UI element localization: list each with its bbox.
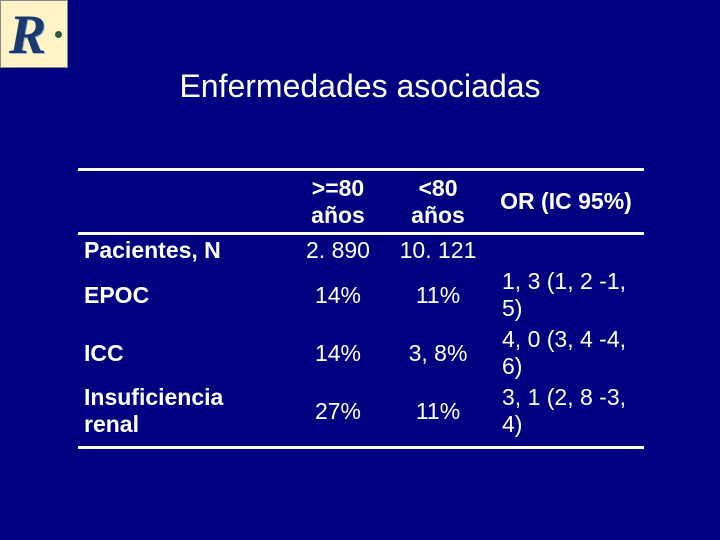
row-label: Pacientes, N xyxy=(78,234,288,267)
logo-box: R xyxy=(0,0,68,68)
cell-lt80: 10. 121 xyxy=(388,234,488,267)
col-header-lt80-line2: años xyxy=(411,202,465,228)
col-header-blank xyxy=(78,170,288,234)
cell-lt80: 11% xyxy=(388,382,488,448)
data-table-container: >=80 años <80 años OR (IC 95%) Pacientes… xyxy=(78,168,644,449)
data-table: >=80 años <80 años OR (IC 95%) Pacientes… xyxy=(78,168,644,449)
cell-lt80: 11% xyxy=(388,266,488,324)
col-header-lt80: <80 años xyxy=(388,170,488,234)
col-header-ge80-line1: >=80 xyxy=(312,175,364,201)
row-label: Insuficiencia renal xyxy=(78,382,288,448)
page-title: Enfermedades asociadas xyxy=(0,68,720,105)
row-label: EPOC xyxy=(78,266,288,324)
row-label: ICC xyxy=(78,324,288,382)
table-row: ICC 14% 3, 8% 4, 0 (3, 4 -4, 6) xyxy=(78,324,644,382)
cell-ge80: 14% xyxy=(288,266,388,324)
logo-letter: R xyxy=(9,3,46,67)
cell-ge80: 14% xyxy=(288,324,388,382)
cell-or: 3, 1 (2, 8 -3, 4) xyxy=(488,382,644,448)
col-header-ge80-line2: años xyxy=(311,202,365,228)
table-row: Insuficiencia renal 27% 11% 3, 1 (2, 8 -… xyxy=(78,382,644,448)
col-header-ge80: >=80 años xyxy=(288,170,388,234)
cell-ge80: 2. 890 xyxy=(288,234,388,267)
logo-dot-icon xyxy=(55,31,62,38)
cell-or: 4, 0 (3, 4 -4, 6) xyxy=(488,324,644,382)
table-header-row: >=80 años <80 años OR (IC 95%) xyxy=(78,170,644,234)
cell-or: 1, 3 (1, 2 -1, 5) xyxy=(488,266,644,324)
col-header-lt80-line1: <80 xyxy=(418,175,457,201)
cell-ge80: 27% xyxy=(288,382,388,448)
table-row: Pacientes, N 2. 890 10. 121 xyxy=(78,234,644,267)
table-row: EPOC 14% 11% 1, 3 (1, 2 -1, 5) xyxy=(78,266,644,324)
col-header-or-line1: OR (IC 95%) xyxy=(500,188,632,214)
cell-lt80: 3, 8% xyxy=(388,324,488,382)
cell-or xyxy=(488,234,644,267)
col-header-or: OR (IC 95%) xyxy=(488,170,644,234)
